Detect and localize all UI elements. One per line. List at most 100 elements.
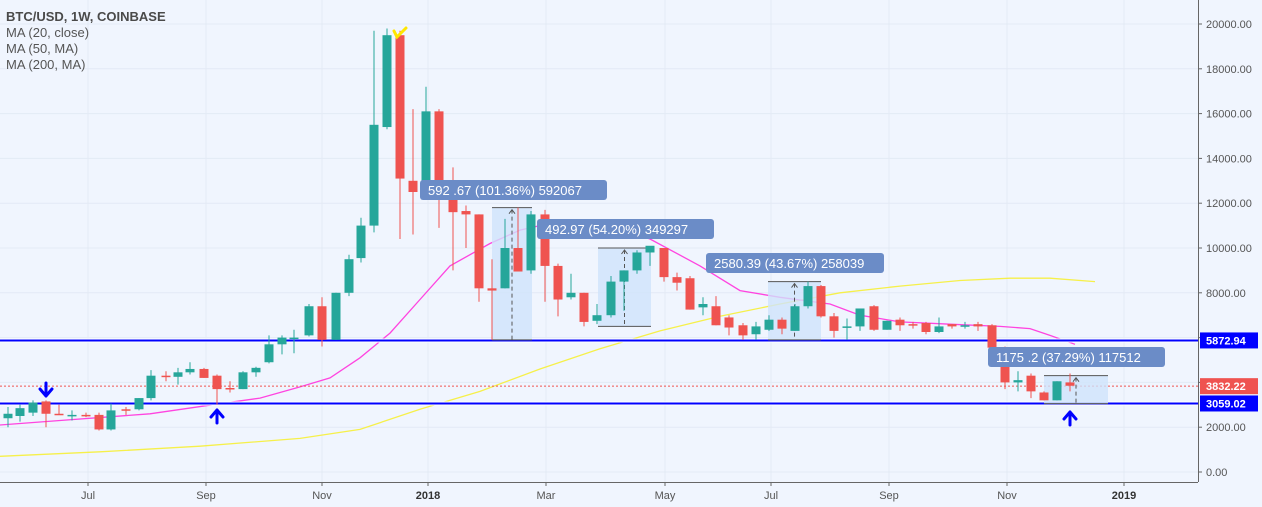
measure-label: [706, 253, 884, 273]
svg-text:2580.39 (43.67%) 258039: 2580.39 (43.67%) 258039: [714, 256, 864, 271]
candle: [526, 214, 536, 271]
candle: [803, 286, 813, 307]
candle: [579, 292, 589, 322]
price-tag: [1200, 332, 1258, 349]
arrow-up-icon: [1062, 410, 1078, 427]
candle: [566, 292, 576, 298]
candle: [395, 35, 405, 179]
candle: [500, 248, 510, 289]
symbol-title[interactable]: BTC/USD, 1W, COINBASE: [6, 9, 166, 24]
candle: [685, 278, 695, 310]
candle: [304, 306, 314, 336]
candle: [94, 414, 104, 430]
candle: [15, 408, 25, 416]
candle: [461, 211, 471, 215]
horizontal-support-lines[interactable]: [0, 338, 1198, 406]
indicator-ma200[interactable]: MA (200, MA): [6, 57, 86, 72]
candle: [592, 315, 602, 321]
candle: [106, 410, 116, 430]
candle: [553, 265, 563, 300]
candle: [738, 325, 748, 336]
candle: [869, 306, 879, 330]
candle: [67, 414, 77, 417]
candle: [54, 413, 64, 416]
candle: [1065, 382, 1075, 386]
chart-legend: BTC/USD, 1W, COINBASE MA (20, close) MA …: [6, 9, 166, 73]
indicator-ma20[interactable]: MA (20, close): [6, 25, 90, 40]
candle: [81, 414, 91, 417]
candle: [987, 325, 997, 348]
time-axis[interactable]: Jul Sep Nov 2018 Mar May Jul Sep Nov 2019: [0, 482, 1198, 502]
measure-label: [537, 219, 714, 239]
svg-text:3059.02: 3059.02: [1206, 398, 1246, 410]
price-tick-label: 0.00: [1206, 467, 1227, 479]
ma-200-path: [0, 277, 1096, 457]
candle: [672, 277, 682, 283]
candle: [356, 225, 366, 259]
candle: [816, 286, 826, 317]
candle: [764, 319, 774, 330]
svg-text:492.97 (54.20%) 349297: 492.97 (54.20%) 349297: [545, 222, 688, 237]
candle: [619, 270, 629, 282]
time-tick-label: Jul: [764, 490, 778, 502]
candle: [934, 326, 944, 332]
candle: [1026, 375, 1036, 392]
ma-200-line: [0, 277, 1096, 457]
candle: [121, 409, 131, 411]
measurement-labels[interactable]: 592 .67 (101.36%) 592067 492.97 (54.20%) …: [420, 180, 1165, 367]
candle: [698, 304, 708, 308]
candle: [331, 292, 341, 340]
candle: [724, 317, 734, 328]
time-tick-label: Sep: [879, 490, 899, 502]
candle: [264, 344, 274, 363]
candle: [513, 248, 523, 272]
indicator-ma50[interactable]: MA (50, MA): [6, 41, 79, 56]
svg-text:592 .67 (101.36%) 592067: 592 .67 (101.36%) 592067: [428, 183, 582, 198]
measure-label: [420, 180, 607, 200]
candle: [777, 319, 787, 329]
candle: [790, 306, 800, 331]
candle: [908, 324, 918, 326]
price-tick-label: 2000.00: [1206, 422, 1246, 434]
candle: [134, 398, 144, 410]
price-tick-label: 20000.00: [1206, 19, 1252, 31]
candle: [238, 372, 248, 390]
candle: [632, 252, 642, 271]
svg-text:1175 .2 (37.29%) 117512: 1175 .2 (37.29%) 117512: [996, 350, 1141, 365]
candle: [882, 320, 892, 330]
price-tag: [1200, 395, 1258, 412]
candle: [487, 288, 497, 291]
candle: [317, 306, 327, 340]
annotation-arrows[interactable]: [38, 26, 1078, 427]
candle: [540, 214, 550, 266]
price-tick-label: 16000.00: [1206, 109, 1252, 121]
candle: [3, 413, 13, 419]
candle: [161, 375, 171, 378]
candle: [474, 214, 484, 289]
ma-20-path: [0, 220, 1076, 426]
candle: [344, 259, 354, 293]
price-axis[interactable]: 0.00 2000.00 8000.00 10000.00 12000.00 14000.…: [1198, 0, 1262, 507]
candle: [973, 324, 983, 327]
price-tick-label: 10000.00: [1206, 243, 1252, 255]
candle: [829, 316, 839, 331]
time-tick-label: Nov: [312, 490, 332, 502]
svg-text:5872.94: 5872.94: [1206, 335, 1247, 347]
candle: [711, 306, 721, 326]
time-tick-label: Sep: [196, 490, 216, 502]
svg-text:3832.22: 3832.22: [1206, 381, 1246, 393]
candle: [751, 326, 761, 335]
candle: [606, 281, 616, 316]
time-tick-label: 2019: [1112, 490, 1136, 502]
candle: [855, 308, 865, 327]
candle: [1052, 381, 1062, 401]
price-tick-label: 18000.00: [1206, 64, 1252, 76]
time-tick-label: Nov: [997, 490, 1017, 502]
candle: [1039, 392, 1049, 401]
candle: [947, 324, 957, 327]
arrow-up-icon: [209, 408, 225, 425]
candle: [921, 323, 931, 332]
current-price-tag: [1200, 378, 1258, 395]
candle: [434, 111, 444, 186]
